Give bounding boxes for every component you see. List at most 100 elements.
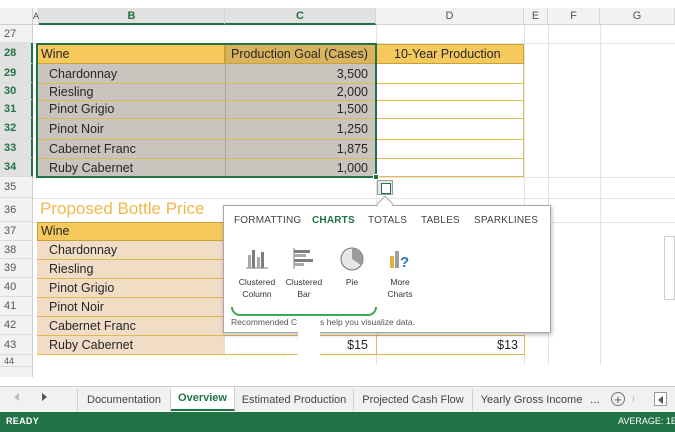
tab-scroll-left-icon[interactable] (14, 393, 19, 401)
sheet-tab-bar (0, 386, 675, 412)
tab-charts[interactable]: CHARTS (312, 215, 355, 226)
sheet-tab-projected-cash-flow[interactable]: Projected Cash Flow (354, 389, 473, 411)
tab-scroll-right-icon[interactable] (42, 393, 47, 401)
column-header-c[interactable]: C (225, 8, 376, 25)
table1-goal-cell: 3,500 (336, 67, 368, 81)
row-divider (37, 354, 524, 355)
gridline (548, 25, 549, 365)
more-tabs-button[interactable]: ... (590, 392, 601, 406)
column-header-g[interactable]: G (600, 8, 675, 25)
table2-header-wine-text: Wine (41, 224, 70, 238)
panel-footer-text: Recommended C (231, 317, 298, 327)
tab-tables[interactable]: TABLES (421, 215, 460, 226)
table1-col-d-cells[interactable] (376, 64, 524, 177)
row-header-33[interactable]: 33 (0, 139, 33, 158)
row-header-44[interactable]: 44 (0, 355, 33, 367)
button-label: Pie (345, 277, 359, 287)
column-header-f[interactable]: F (548, 8, 600, 25)
row-header-28[interactable]: 28 (0, 43, 33, 64)
add-sheet-button[interactable]: + (611, 392, 625, 406)
more-charts-button[interactable]: ? More Charts (377, 243, 423, 307)
table1-goal-cell: 1,500 (336, 102, 368, 116)
table1-wine-cell: Ruby Cabernet (49, 161, 134, 175)
row-divider (37, 118, 524, 119)
column-divider (225, 64, 226, 177)
row-header-38[interactable]: 38 (0, 241, 33, 259)
status-bar (0, 412, 675, 432)
scroll-left-arrow-icon (658, 396, 663, 404)
fill-handle[interactable] (373, 174, 379, 180)
row-header-30[interactable]: 30 (0, 83, 33, 100)
row-header-29[interactable]: 29 (0, 64, 33, 83)
more-charts-icon: ? (390, 251, 409, 271)
clustered-bar-button[interactable]: Clustered Bar (280, 243, 328, 307)
table1-header-goal-text: Production Goal (Cases) (231, 47, 368, 61)
row-header-partial (0, 367, 33, 377)
column-divider (524, 335, 525, 355)
column-header-b[interactable]: B (39, 8, 225, 25)
column-header-d[interactable]: D (376, 8, 524, 25)
vertical-scrollbar[interactable] (664, 236, 675, 300)
sheet-tab-documentation[interactable]: Documentation (78, 389, 171, 411)
row-header-31[interactable]: 31 (0, 100, 33, 118)
gridline (376, 25, 377, 365)
clustered-column-button[interactable]: Clustered Column (233, 243, 281, 307)
panel-footer-text: s help you visualize data. (320, 317, 415, 327)
column-header-e[interactable]: E (524, 8, 548, 25)
table1-goal-cell: 1,875 (336, 142, 368, 156)
button-label: Clustered Column (238, 277, 276, 299)
sheet-tab-yearly-gross-income[interactable]: Yearly Gross Income (480, 394, 583, 406)
pie-button[interactable]: Pie (329, 243, 375, 307)
select-all-corner[interactable] (0, 8, 33, 25)
table1-wine-cell: Pinot Grigio (49, 102, 115, 116)
sheet-tab-estimated-production[interactable]: Estimated Production (235, 389, 354, 411)
table1-wine-cell: Chardonnay (49, 67, 118, 81)
column-header-a[interactable]: A (33, 8, 39, 25)
table2-wine-cell: Cabernet Franc (49, 319, 136, 333)
pie-chart-icon (340, 247, 364, 271)
tab-sparklines[interactable]: SPARKLINES (474, 215, 539, 226)
row-header-34[interactable]: 34 (0, 158, 33, 177)
table1-wine-cell: Pinot Noir (49, 122, 104, 136)
clustered-bar-chart-icon (293, 248, 313, 269)
row-header-36[interactable]: 36 (0, 198, 33, 222)
status-average[interactable]: AVERAGE: 1E (618, 416, 675, 426)
button-label: Clustered Bar (285, 277, 323, 299)
gridline (33, 198, 675, 199)
table1-header-ten-year-text: 10-Year Production (394, 47, 501, 61)
row-divider (37, 139, 524, 140)
row-header-35[interactable]: 35 (0, 177, 33, 198)
row-header-40[interactable]: 40 (0, 278, 33, 297)
tab-formatting[interactable]: FORMATTING (234, 215, 302, 226)
table1-wine-cell: Riesling (49, 85, 94, 99)
table2-price-cell: $15 (347, 338, 368, 352)
row-divider (37, 297, 225, 298)
row-header-42[interactable]: 42 (0, 316, 33, 335)
row-header-41[interactable]: 41 (0, 297, 33, 316)
quick-analysis-button[interactable] (377, 180, 393, 195)
table1-goal-cell: 2,000 (336, 85, 368, 99)
table1-goal-cell: 1,000 (336, 161, 368, 175)
tab-totals[interactable]: TOTALS (368, 215, 408, 226)
table2-wine-cell: Pinot Grigio (49, 281, 115, 295)
row-divider (37, 83, 524, 84)
tab-divider (77, 389, 78, 411)
horizontal-scroll-left-button[interactable] (654, 392, 667, 406)
row-header-27[interactable]: 27 (0, 25, 33, 43)
row-header-37[interactable]: 37 (0, 222, 33, 241)
row-divider (37, 259, 225, 260)
table2-price-cell: $13 (497, 338, 518, 352)
table1-goal-cell: 1,250 (336, 122, 368, 136)
table2-wine-cell: Pinot Noir (49, 300, 104, 314)
row-header-43[interactable]: 43 (0, 335, 33, 355)
row-header-32[interactable]: 32 (0, 118, 33, 139)
tab-split-dots[interactable]: ⁝ (632, 395, 635, 404)
sheet-tab-overview[interactable]: Overview (171, 387, 235, 411)
row-divider (37, 278, 225, 279)
row-header-39[interactable]: 39 (0, 259, 33, 278)
quick-analysis-panel (223, 205, 551, 333)
gridline (600, 25, 601, 365)
table2-wine-column[interactable] (37, 241, 225, 355)
row-divider (37, 100, 524, 101)
svg-text:?: ? (400, 254, 409, 271)
